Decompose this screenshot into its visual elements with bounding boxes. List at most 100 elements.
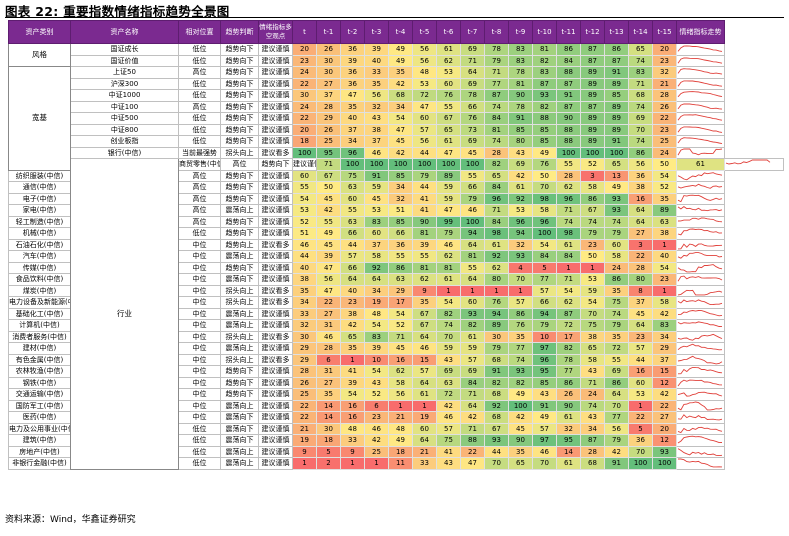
value-cell: 89	[580, 135, 605, 148]
value-cell: 83	[532, 66, 557, 79]
row-name: 交通运输(中信)	[8, 388, 71, 401]
row-trend: 拐头向上	[220, 296, 259, 309]
value-cell: 58	[652, 296, 677, 309]
value-cell: 67	[580, 204, 605, 217]
figure-title: 图表 22: 重要指数情绪指标趋势全景图	[5, 4, 230, 19]
value-cell: 51	[292, 227, 317, 240]
value-cell: 93	[604, 204, 629, 217]
value-cell: 79	[484, 342, 509, 355]
value-cell: 19	[292, 434, 317, 447]
value-cell: 60	[412, 422, 437, 435]
row-pos: 低位	[178, 434, 221, 447]
value-cell: 74	[556, 215, 581, 228]
value-cell: 79	[460, 192, 485, 205]
value-cell: 85	[532, 123, 557, 136]
value-cell: 64	[460, 273, 485, 286]
value-cell: 22	[652, 112, 677, 125]
value-cell: 55	[316, 215, 341, 228]
value-cell: 1	[508, 284, 533, 297]
value-cell: 83	[364, 330, 389, 343]
value-cell: 42	[604, 445, 629, 458]
sparkline-line	[677, 447, 723, 456]
value-cell: 23	[628, 330, 653, 343]
table-row: 银行(中信) 当前最强势 拐头向上 建议看多 100 95 96 46 42 44 47 45 28 43…	[9, 146, 784, 159]
value-cell: 28	[652, 89, 677, 102]
sentiment-sparkline	[676, 411, 725, 424]
value-cell: 89	[580, 66, 605, 79]
value-cell: 59	[580, 284, 605, 297]
row-name: 沪深300	[70, 77, 179, 90]
value-cell: 81	[508, 77, 533, 90]
value-cell: 30	[316, 422, 341, 435]
value-cell: 89	[652, 204, 677, 217]
sparkline-line	[677, 379, 723, 387]
row-name: 机械(中信)	[8, 227, 71, 240]
table-row: 行业商贸零售(中信)高位趋势向下建议谨慎71100100100100100100…	[9, 158, 784, 470]
sparkline-line	[677, 391, 723, 397]
value-cell: 60	[604, 238, 629, 251]
row-pos: 中位	[178, 411, 221, 424]
row-view: 建议看多	[258, 238, 293, 251]
row-view: 建议谨慎	[258, 123, 293, 136]
value-cell: 20	[292, 43, 317, 56]
value-cell: 80	[484, 273, 509, 286]
value-cell: 56	[628, 158, 653, 171]
row-view: 建议谨慎	[258, 411, 293, 424]
value-cell: 12	[652, 376, 677, 389]
sentiment-sparkline	[676, 89, 725, 102]
value-cell: 70	[532, 181, 557, 194]
value-cell: 87	[580, 434, 605, 447]
value-cell: 10	[364, 353, 389, 366]
value-cell: 41	[436, 445, 461, 458]
sentiment-sparkline	[676, 399, 725, 412]
table-row: 通信(中信) 高位 趋势向下 建议谨慎 55 50 63 59 34 44 59 66 84 61 70 62…	[8, 181, 784, 194]
value-cell: 84	[484, 181, 509, 194]
value-cell: 100	[628, 457, 653, 470]
value-cell: 53	[412, 77, 437, 90]
value-cell: 65	[580, 342, 605, 355]
row-view: 建议谨慎	[258, 445, 293, 458]
value-cell: 100	[460, 158, 485, 171]
table-row: 非银行金融(中信) 低位 震荡向上 建议谨慎 1 2 1 1 11 33 43 47 70 65 70 61 6…	[8, 457, 784, 470]
sparkline-line	[677, 184, 723, 190]
value-cell: 35	[652, 192, 677, 205]
value-cell: 56	[412, 43, 437, 56]
header-cell: t-15	[652, 20, 677, 44]
value-cell: 46	[436, 411, 461, 424]
value-cell: 86	[580, 192, 605, 205]
value-cell: 9	[292, 445, 317, 458]
value-cell: 55	[388, 250, 413, 263]
table-row: 建材(中信) 中位 震荡向上 建议谨慎 29 28 35 39 45 46 59 59 79 77 97 82…	[8, 342, 784, 355]
value-cell: 79	[412, 169, 437, 182]
value-cell: 68	[628, 89, 653, 102]
value-cell: 74	[580, 399, 605, 412]
value-cell: 49	[316, 227, 341, 240]
value-cell: 47	[460, 457, 485, 470]
value-cell: 65	[484, 169, 509, 182]
value-cell: 38	[292, 273, 317, 286]
value-cell: 32	[364, 100, 389, 113]
value-cell: 37	[340, 123, 365, 136]
value-cell: 86	[388, 261, 413, 274]
value-cell: 72	[412, 89, 437, 102]
value-cell: 50	[316, 181, 341, 194]
row-pos: 低位	[178, 77, 221, 90]
title-rule	[5, 17, 784, 18]
value-cell: 74	[580, 215, 605, 228]
value-cell: 82	[532, 54, 557, 67]
row-view: 建议谨慎	[258, 399, 293, 412]
value-cell: 66	[340, 261, 365, 274]
row-name: 国证成长	[70, 43, 179, 56]
sentiment-sparkline	[676, 181, 725, 194]
value-cell: 64	[460, 399, 485, 412]
value-cell: 59	[436, 192, 461, 205]
row-pos: 中位	[178, 296, 221, 309]
value-cell: 61	[436, 43, 461, 56]
row-name: 煤炭(中信)	[8, 284, 71, 297]
value-cell: 76	[484, 296, 509, 309]
value-cell: 100	[340, 158, 365, 171]
value-cell: 83	[628, 66, 653, 79]
row-pos: 低位	[178, 54, 221, 67]
value-cell: 50	[532, 169, 557, 182]
row-trend: 震荡向上	[220, 399, 259, 412]
